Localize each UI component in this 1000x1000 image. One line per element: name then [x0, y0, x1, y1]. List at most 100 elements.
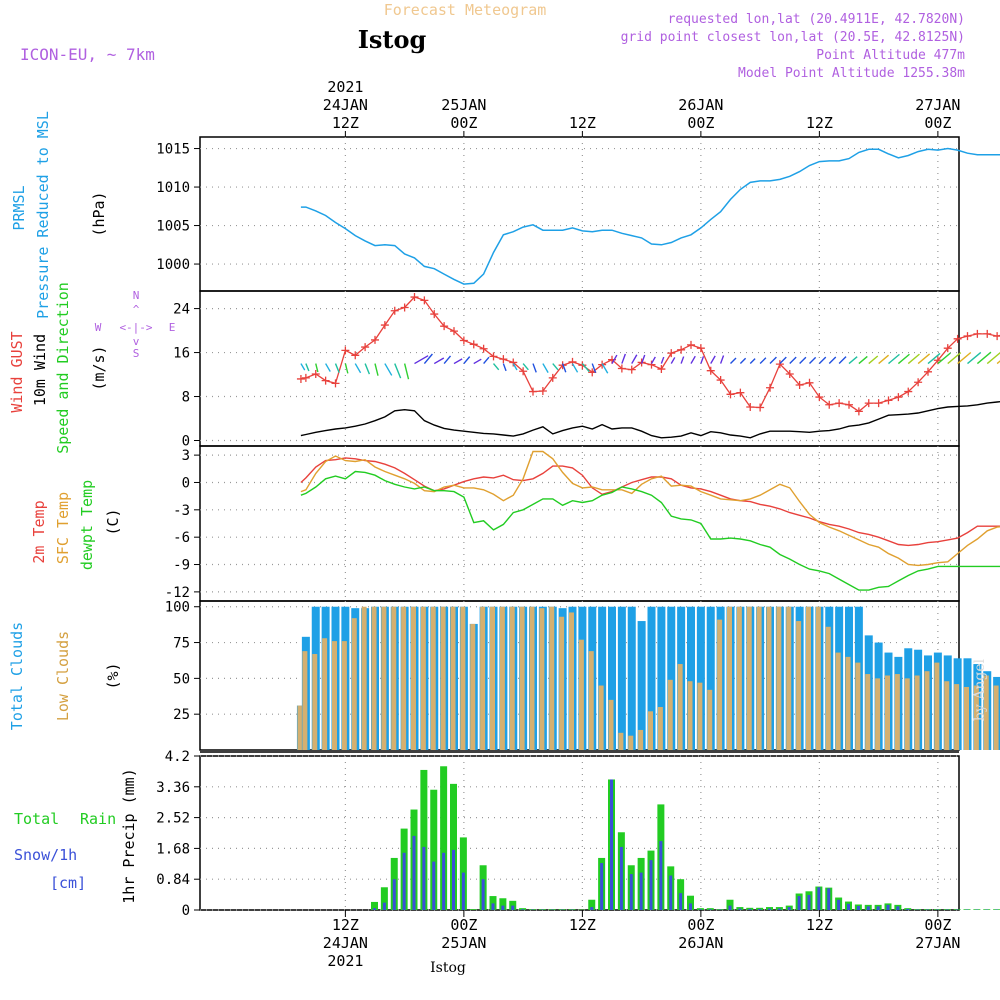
low-cloud-bar: [618, 732, 624, 750]
low-cloud-bar: [648, 711, 653, 750]
low-cloud-bar: [322, 638, 328, 750]
precip-total-bar: [924, 909, 931, 910]
low-cloud-bar: [430, 606, 436, 750]
compass-w: W: [95, 321, 102, 334]
low-cloud-bar: [766, 606, 772, 750]
t2m-line: [300, 457, 1000, 547]
total-cloud-bar: [667, 606, 676, 750]
wind-arrow: [601, 363, 609, 374]
wind-arrow: [473, 358, 482, 365]
wind-arrow: [374, 363, 379, 376]
wind-arrow: [300, 363, 306, 371]
low-cloud-bar: [381, 606, 387, 750]
model-altitude: Model Point Altitude 1255.38m: [738, 66, 965, 81]
gust-marker: [963, 332, 972, 341]
location-title: Istog: [358, 25, 427, 54]
precip-snow-bar: [382, 902, 386, 910]
top-time-label: 00Z: [687, 114, 714, 132]
precip-rain-label: Rain: [80, 810, 116, 828]
wind-arrow: [976, 351, 992, 365]
precip-snow-bar: [412, 835, 416, 910]
precip-snow-bar: [777, 908, 781, 910]
low-cloud-bar: [776, 606, 782, 750]
wind-arrow: [502, 363, 507, 372]
wind-arrow: [453, 358, 463, 365]
wind-arrow: [650, 356, 656, 364]
gust-marker: [351, 351, 360, 360]
gust-marker: [904, 387, 913, 396]
precip-snow-bar: [521, 909, 525, 910]
low-cloud-bar: [401, 606, 407, 750]
low-cloud-bar: [796, 621, 802, 750]
wind-unit: (m/s): [90, 345, 108, 390]
low-cloud-bar: [677, 664, 683, 750]
gust-marker: [538, 387, 547, 396]
low-cloud-bar: [983, 675, 989, 750]
prmsl-line: [300, 147, 1000, 285]
bottom-time-label: 12Z: [569, 916, 596, 934]
precip-total-bar: [933, 909, 941, 910]
precip-snow-bar: [837, 899, 841, 910]
wind-arrow: [828, 356, 837, 365]
low-cloud-bar: [964, 686, 969, 750]
dew-label: dewpt Temp: [78, 480, 96, 570]
gust-marker: [311, 369, 320, 378]
precip-snow-bar: [629, 874, 633, 910]
gust-marker: [410, 293, 419, 302]
wind-arrow: [591, 363, 597, 373]
compass-n: N: [133, 289, 140, 302]
gust-marker: [914, 378, 923, 387]
wind-arrow: [640, 354, 646, 364]
top-time-label: 26JAN: [678, 96, 723, 114]
bottom-time-label: 12Z: [806, 916, 833, 934]
precip-snow-bar: [649, 860, 653, 910]
precip-total-bar: [469, 909, 477, 910]
top-time-label: 25JAN: [441, 96, 486, 114]
gust-marker: [736, 388, 745, 397]
gust-marker: [677, 345, 686, 354]
low-cloud-bar: [598, 685, 604, 750]
low-cloud-bar: [332, 641, 337, 750]
low-cloud-bar: [924, 671, 930, 750]
precip-total-bar: [529, 909, 536, 910]
low-cloud-bar: [855, 662, 861, 750]
gust-marker: [993, 332, 1000, 341]
low-cloud-bar: [312, 654, 318, 750]
wind-arrow: [571, 363, 579, 373]
gust-label: Wind GUST: [8, 331, 26, 412]
wind-arrow: [799, 356, 807, 365]
gridpoint-coords: grid point closest lon,lat (20.5E, 42.81…: [621, 30, 965, 45]
gust-marker: [775, 360, 784, 369]
chart-marks: [200, 147, 1000, 910]
precip-snow-bar: [669, 875, 673, 910]
wind-arrow: [581, 363, 590, 373]
precip-total-bar: [953, 909, 961, 910]
precip-total-bar: [430, 789, 438, 910]
precip-snow-bar: [392, 879, 396, 910]
low-cloud-bar: [667, 679, 673, 750]
precip-snow-bar: [906, 908, 910, 910]
wind-arrow: [719, 355, 725, 364]
wind-arrow: [838, 356, 847, 365]
wind-arrow: [888, 353, 900, 365]
low-cloud-bar: [608, 699, 614, 750]
gust-marker: [499, 355, 508, 364]
temp-unit: (C): [104, 508, 122, 535]
model-name: ICON-EU, ~ 7km: [20, 45, 155, 64]
low-cloud-bar: [934, 662, 940, 750]
wind-arrow: [907, 353, 920, 365]
total-cloud-bar: [637, 621, 646, 750]
precip-total-bar: [371, 901, 378, 910]
gust-marker: [874, 399, 883, 408]
wind-arrow: [334, 363, 340, 373]
ytick-label-0: 1000: [156, 257, 190, 273]
wind-arrow: [561, 363, 567, 373]
total-cloud-bar: [598, 606, 607, 750]
gust-marker: [805, 378, 814, 387]
bottom-time-label: 00Z: [450, 916, 477, 934]
gust-marker: [469, 340, 478, 349]
ytick-label-1: 0: [182, 434, 190, 450]
wind-arrow: [611, 354, 618, 364]
low-cloud-bar: [588, 651, 594, 750]
total-cloud-label: Total Clouds: [8, 622, 26, 730]
